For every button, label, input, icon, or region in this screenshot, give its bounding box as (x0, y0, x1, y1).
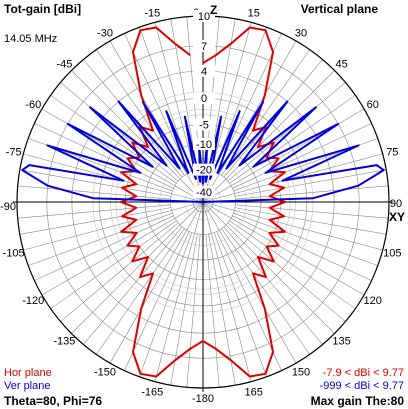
grid-spoke (34, 215, 174, 281)
radial-tick-label: -5 (199, 119, 209, 131)
angle-tick-label: -105 (3, 248, 25, 260)
grid-spoke (223, 226, 323, 345)
angle-tick-label: 90 (390, 198, 402, 210)
angle-tick-label: -90 (0, 201, 16, 213)
radial-tick-bg (193, 39, 215, 52)
grid-spoke (71, 201, 204, 334)
legend-hor-label: Hor plane (4, 367, 52, 379)
radial-tick-bg (193, 118, 215, 131)
angle-tick-label: -135 (53, 336, 75, 348)
radial-tick-label: -40 (196, 187, 212, 199)
radial-tick-bg (193, 92, 215, 105)
plane-label: Vertical plane (300, 2, 378, 16)
grid-spoke (233, 212, 378, 266)
angle-tick-label: -45 (56, 58, 72, 70)
angle-tick-label: -180 (192, 393, 214, 405)
grid-spoke (202, 201, 383, 251)
radial-tick-label: 4 (201, 66, 207, 78)
angle-tick-label: -30 (97, 27, 113, 39)
grid-spoke (71, 70, 204, 203)
frequency-label: 14.05 MHz (4, 33, 58, 45)
title-label: Tot-gain [dBi] (4, 2, 82, 16)
angle-tick-label: -120 (22, 295, 44, 307)
radial-tick-bg (193, 163, 215, 176)
grid-spoke (202, 153, 383, 203)
grid-spoke (202, 201, 335, 334)
radial-tick-label: 10 (198, 11, 210, 23)
legend-ver-range: -999 < dBi < 9.77 (319, 380, 404, 392)
grid-spoke (154, 201, 204, 382)
angle-tick-label: 165 (245, 386, 263, 398)
angle-tick-label: 105 (383, 248, 401, 260)
angle-tick-label: 15 (248, 8, 260, 20)
radial-tick-bg (193, 10, 215, 22)
angle-tick-label: -165 (141, 386, 163, 398)
angle-tick-label: -150 (94, 367, 116, 379)
grid-spoke (109, 201, 204, 364)
angle-tick-label: 75 (386, 146, 398, 158)
theta-phi-label: Theta=80, Phi=76 (4, 394, 103, 408)
grid-spoke (202, 70, 335, 203)
grid-spoke (28, 212, 173, 266)
xy-axis-label: XY (389, 210, 406, 224)
grid-spoke (213, 232, 267, 377)
legend-ver-label: Ver plane (4, 380, 51, 392)
grid-spoke (23, 201, 204, 251)
radial-tick-bg (193, 64, 215, 77)
radial-tick-bg (193, 185, 215, 198)
legend-hor-range: -7.9 < dBi < 9.77 (322, 367, 404, 379)
max-gain-label: Max gain The:80 (310, 394, 404, 408)
angle-tick-label: -75 (6, 146, 22, 158)
radial-tick-label: -10 (196, 139, 212, 151)
grid-spoke (23, 153, 204, 203)
radial-tick-label: 7 (201, 41, 207, 53)
grid-spoke (202, 201, 365, 296)
grid-spoke (227, 222, 346, 322)
angle-tick-label: 150 (292, 367, 310, 379)
angle-tick-label: 45 (335, 58, 347, 70)
angle-tick-label: 120 (364, 295, 382, 307)
z-axis-label: Z (210, 3, 218, 17)
grid-spoke (41, 201, 204, 296)
grid-spoke (83, 226, 183, 345)
angle-tick-label: -15 (144, 8, 160, 20)
grid-spoke (202, 201, 252, 382)
tick-labels: 1530456075105120135150165-180-165-150-13… (0, 7, 402, 405)
grid-spoke (60, 222, 179, 322)
radial-tick-label: -20 (196, 165, 212, 177)
angle-tick-label: 60 (367, 99, 379, 111)
ver-plane-series (21, 100, 385, 203)
grid-spoke (232, 215, 372, 281)
series-line-ver-plane (21, 100, 385, 203)
angle-tick-label: -60 (25, 99, 41, 111)
angle-tick-label: 135 (332, 336, 350, 348)
radial-tick-label: 0 (201, 93, 207, 105)
grid-spoke (139, 232, 193, 377)
angle-tick-label: 30 (295, 27, 307, 39)
radial-tick-bg (193, 138, 215, 151)
grid-spoke (202, 201, 297, 364)
